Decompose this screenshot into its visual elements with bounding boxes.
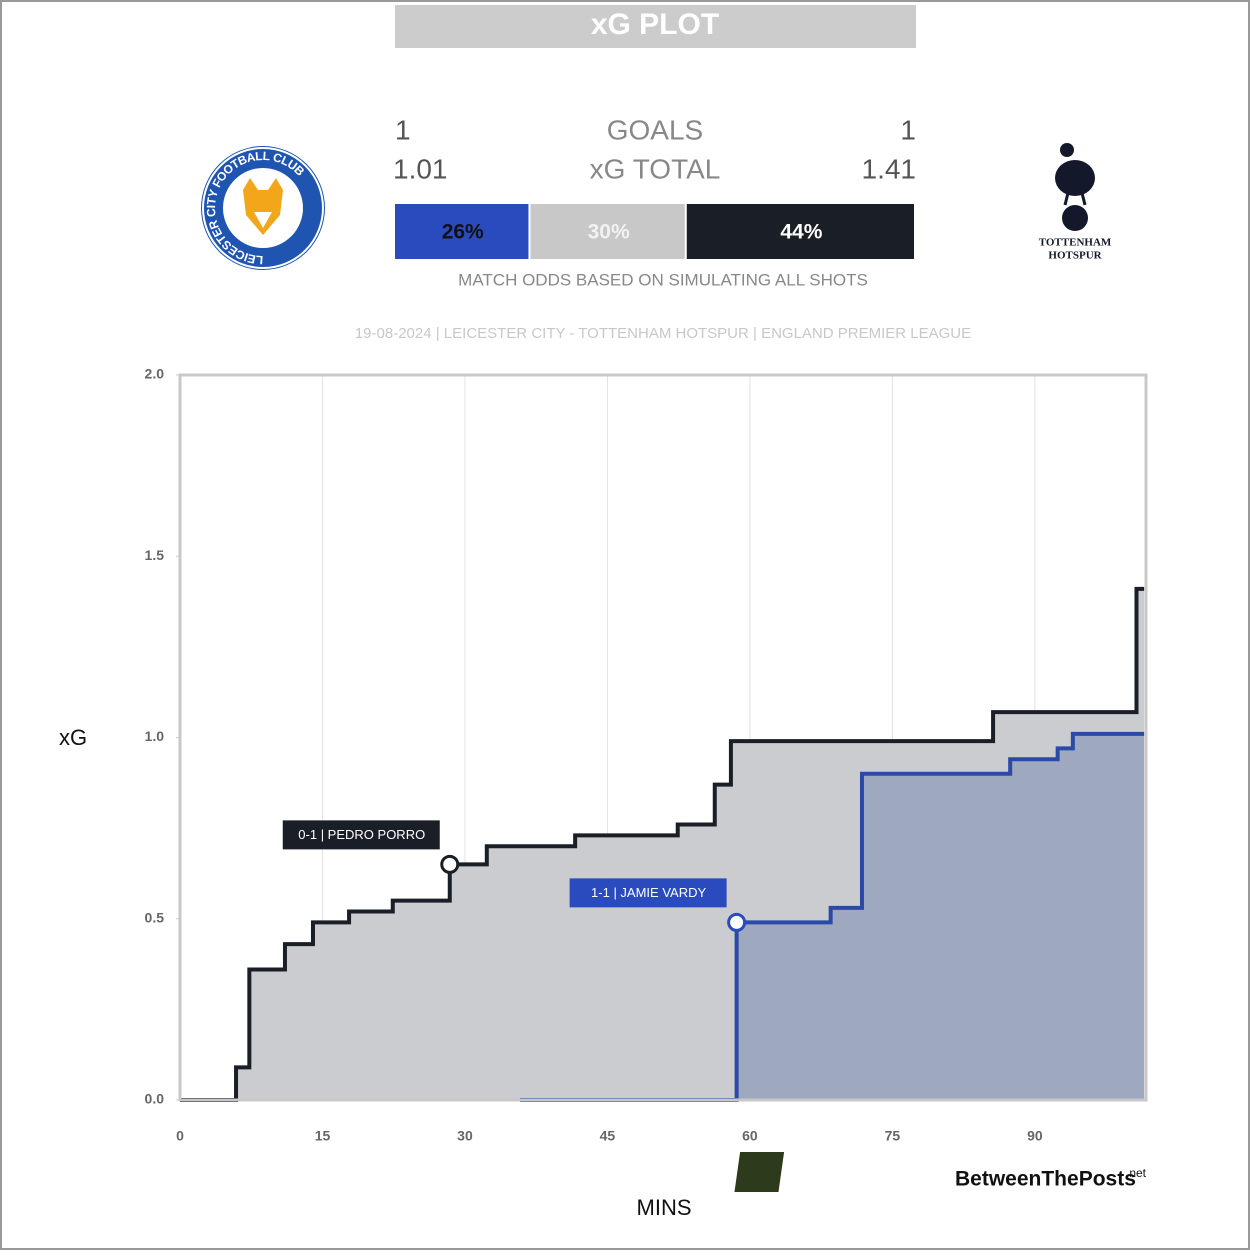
odds-bar: 26% 30% 44% xyxy=(395,204,914,259)
crest-edge xyxy=(202,147,324,269)
annotation-box xyxy=(282,820,440,850)
away-crest: TOTTENHAM HOTSPUR xyxy=(1039,143,1112,262)
crest-line: HOTSPUR xyxy=(1048,250,1102,262)
odds-note: MATCH ODDS BASED ON SIMULATING ALL SHOTS xyxy=(458,270,868,289)
brand: BTP BetweenThePosts .net xyxy=(734,1152,1147,1192)
crest-line: TOTTENHAM xyxy=(1039,237,1112,249)
xg-line xyxy=(520,731,1145,1102)
xg-line xyxy=(180,586,1145,1102)
x-tick-label: 0 xyxy=(176,1128,184,1144)
odds-segment xyxy=(686,204,914,259)
goal-marker xyxy=(440,854,460,874)
odds-segment xyxy=(530,204,685,259)
y-tick-label: 1.0 xyxy=(145,728,165,744)
cockerel-legs xyxy=(1063,184,1087,206)
xg-label: xG TOTAL xyxy=(590,153,721,184)
annotation-label: 0-1 | PEDRO PORRO xyxy=(298,827,425,842)
y-tick-label: 0.5 xyxy=(145,909,165,925)
x-axis-label: MINS xyxy=(637,1195,692,1220)
home-crest: LEICESTER CITY FOOTBALL CLUB xyxy=(201,146,325,270)
away-goals: 1 xyxy=(900,114,916,145)
y-tick-label: 2.0 xyxy=(145,366,165,382)
odds-label: 26% xyxy=(442,221,484,244)
home-xg: 1.01 xyxy=(393,153,448,184)
ball xyxy=(1062,205,1088,231)
match-info: 19-08-2024 | LEICESTER CITY - TOTTENHAM … xyxy=(355,325,971,342)
odds-segment xyxy=(395,204,529,259)
x-tick-label: 15 xyxy=(315,1128,331,1144)
y-tick-label: 1.5 xyxy=(145,547,165,563)
fox xyxy=(243,178,283,235)
goals-label: GOALS xyxy=(607,114,703,145)
odds-label: 44% xyxy=(780,221,822,244)
odds-label: 30% xyxy=(588,221,630,244)
cockerel-body xyxy=(1055,160,1095,196)
x-tick-label: 75 xyxy=(885,1128,901,1144)
y-tick-label: 0.0 xyxy=(145,1091,165,1107)
x-tick-label: 30 xyxy=(457,1128,473,1144)
away-xg: 1.41 xyxy=(862,153,917,184)
title-band xyxy=(395,5,916,48)
brand-mark: BTP xyxy=(906,1160,947,1182)
title: xG PLOT xyxy=(591,8,719,41)
goal-marker xyxy=(727,912,747,932)
home-goals: 1 xyxy=(395,114,411,145)
x-tick-label: 90 xyxy=(1027,1128,1043,1144)
brand-box xyxy=(734,1152,785,1192)
annotation-label: 1-1 | JAMIE VARDY xyxy=(591,885,706,900)
y-axis-label: xG xyxy=(59,725,87,750)
fox-muzzle xyxy=(254,212,272,228)
brand-suffix: .net xyxy=(1126,1166,1147,1180)
plot-border xyxy=(178,373,1148,1102)
annotation-box xyxy=(569,878,727,908)
plot: 0 15 30 45 60 75 90 0.0 0.5 1.0 1.5 2.0 0-1 | PEDRO … xyxy=(145,366,1148,1144)
x-tick-label: 60 xyxy=(742,1128,758,1144)
brand-name: BetweenThePosts xyxy=(955,1168,1136,1191)
cockerel-head xyxy=(1060,143,1074,157)
x-tick-label: 45 xyxy=(600,1128,616,1144)
